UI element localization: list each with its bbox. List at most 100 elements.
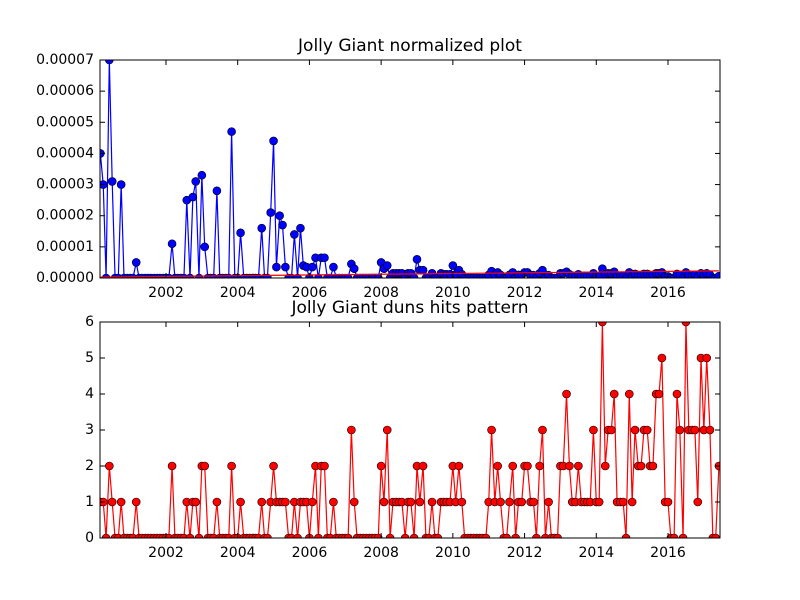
- data-point: [101, 533, 111, 538]
- data-point: [191, 497, 201, 507]
- plot-area: [100, 60, 720, 278]
- data-point: [385, 533, 395, 538]
- axes-frame: [99, 59, 721, 279]
- data-point: [185, 533, 195, 538]
- data-point: [589, 425, 598, 435]
- data-point: [523, 461, 532, 471]
- data-point: [194, 533, 204, 538]
- data-point: [681, 322, 691, 327]
- data-point: [293, 533, 302, 538]
- data-point: [320, 253, 329, 263]
- data-point: [329, 497, 338, 507]
- data-point: [535, 461, 544, 471]
- data-point: [598, 322, 607, 327]
- data-point: [457, 497, 467, 507]
- y-tick-label: 0.00005: [36, 114, 94, 130]
- data-point: [307, 262, 317, 272]
- x-tick-label: 2002: [148, 545, 184, 561]
- x-tick-label: 2004: [220, 545, 256, 561]
- data-point: [657, 353, 667, 363]
- data-point: [379, 497, 389, 507]
- data-point: [493, 461, 502, 471]
- data-point: [511, 533, 520, 538]
- data-point: [400, 533, 410, 538]
- x-tick-label: 2012: [507, 545, 543, 561]
- data-point: [418, 461, 428, 471]
- chart-title: Jolly Giant duns hits pattern: [291, 298, 529, 318]
- data-point: [272, 262, 281, 272]
- data-point: [607, 425, 616, 435]
- y-tick-label: 0.00004: [36, 145, 94, 161]
- data-point: [347, 425, 356, 435]
- series-line: [100, 270, 719, 278]
- data-point: [663, 497, 673, 507]
- y-tick-label: 6: [85, 314, 94, 330]
- data-point: [105, 461, 114, 471]
- data-point: [502, 533, 511, 538]
- x-tick-label: 2014: [578, 545, 614, 561]
- data-point: [227, 461, 236, 471]
- data-point: [621, 533, 631, 538]
- data-point: [415, 497, 425, 507]
- data-point: [296, 223, 305, 233]
- data-point: [702, 353, 712, 363]
- data-point: [167, 461, 177, 471]
- data-point: [675, 425, 685, 435]
- data-point: [105, 60, 114, 65]
- data-point: [594, 497, 604, 507]
- data-point: [236, 497, 245, 507]
- data-point: [376, 461, 386, 471]
- data-point: [690, 425, 700, 435]
- data-point: [382, 261, 392, 270]
- y-tick-label: 2: [85, 458, 94, 474]
- x-tick-label: 2012: [507, 285, 543, 301]
- data-point: [517, 497, 527, 507]
- data-point: [714, 271, 720, 278]
- data-point: [349, 497, 359, 507]
- x-tick-label: 2006: [292, 285, 328, 301]
- data-point: [544, 497, 553, 507]
- data-point: [107, 497, 117, 507]
- data-point: [412, 255, 422, 264]
- data-point: [705, 425, 715, 435]
- data-point: [600, 461, 610, 471]
- y-tick-label: 0.00006: [36, 83, 94, 99]
- data-point: [200, 461, 210, 471]
- data-point: [212, 186, 222, 196]
- x-tick-label: 2004: [220, 285, 256, 301]
- data-point: [448, 261, 458, 270]
- data-point: [227, 127, 236, 136]
- data-point: [487, 425, 496, 435]
- data-point: [373, 533, 383, 538]
- y-tick-label: 0: [85, 530, 94, 546]
- data-point: [642, 425, 652, 435]
- data-point: [191, 177, 201, 186]
- data-point: [266, 208, 275, 217]
- x-tick-label: 2002: [148, 285, 184, 301]
- y-tick-label: 0.00003: [36, 177, 94, 193]
- chart-title: Jolly Giant normalized plot: [297, 36, 522, 56]
- plot-area: [100, 322, 720, 538]
- y-tick-label: 0.00000: [36, 270, 94, 286]
- data-point: [672, 389, 682, 399]
- data-point: [508, 461, 518, 471]
- data-point: [427, 497, 437, 507]
- y-tick-label: 1: [85, 494, 94, 510]
- x-tick-label: 2014: [578, 285, 614, 301]
- data-point: [329, 262, 338, 272]
- data-point: [382, 425, 392, 435]
- data-point: [529, 497, 538, 507]
- data-point: [320, 461, 329, 471]
- data-point: [314, 533, 323, 538]
- x-tick-label: 2010: [435, 545, 471, 561]
- data-point: [275, 211, 284, 221]
- data-point: [669, 533, 679, 538]
- data-point: [269, 136, 278, 146]
- data-point: [624, 389, 634, 399]
- data-point: [711, 533, 720, 538]
- data-point: [565, 461, 574, 471]
- data-point: [131, 258, 141, 267]
- data-point: [454, 461, 464, 471]
- data-point: [654, 389, 664, 399]
